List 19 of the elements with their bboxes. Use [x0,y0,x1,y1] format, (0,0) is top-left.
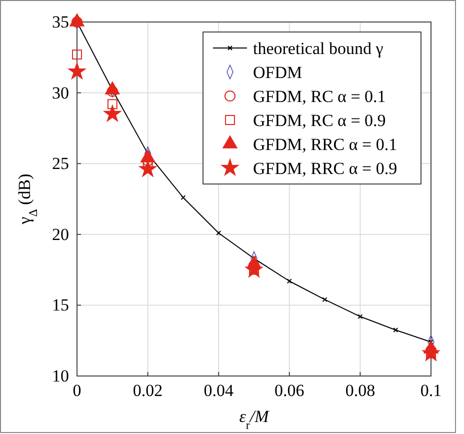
x-tick-label: 0 [72,381,82,400]
legend-label: GFDM, RC α = 0.1 [253,87,386,106]
x-tick-label: 0.08 [345,381,376,400]
legend-label: GFDM, RRC α = 0.9 [253,159,398,178]
x-tick-label: 0.04 [204,381,234,400]
y-tick-label: 20 [52,224,69,244]
y-tick-label: 10 [52,366,69,386]
x-tick-label: 0.02 [132,381,163,400]
y-tick-label: 30 [52,83,69,102]
y-tick-label: 35 [52,12,69,32]
x-tick-label: 0.06 [274,381,304,400]
y-tick-label: 25 [52,154,69,174]
legend-label: GFDM, RRC α = 0.1 [253,135,398,154]
x-tick-label: 0.1 [420,381,442,400]
x-axis-title: ε$_{r}$/M [239,407,270,432]
legend-label: theoretical bound γ [253,39,384,58]
legend-label: OFDM [253,63,302,82]
legend-label: GFDM, RC α = 0.9 [253,111,386,130]
y-tick-label: 15 [52,296,69,315]
